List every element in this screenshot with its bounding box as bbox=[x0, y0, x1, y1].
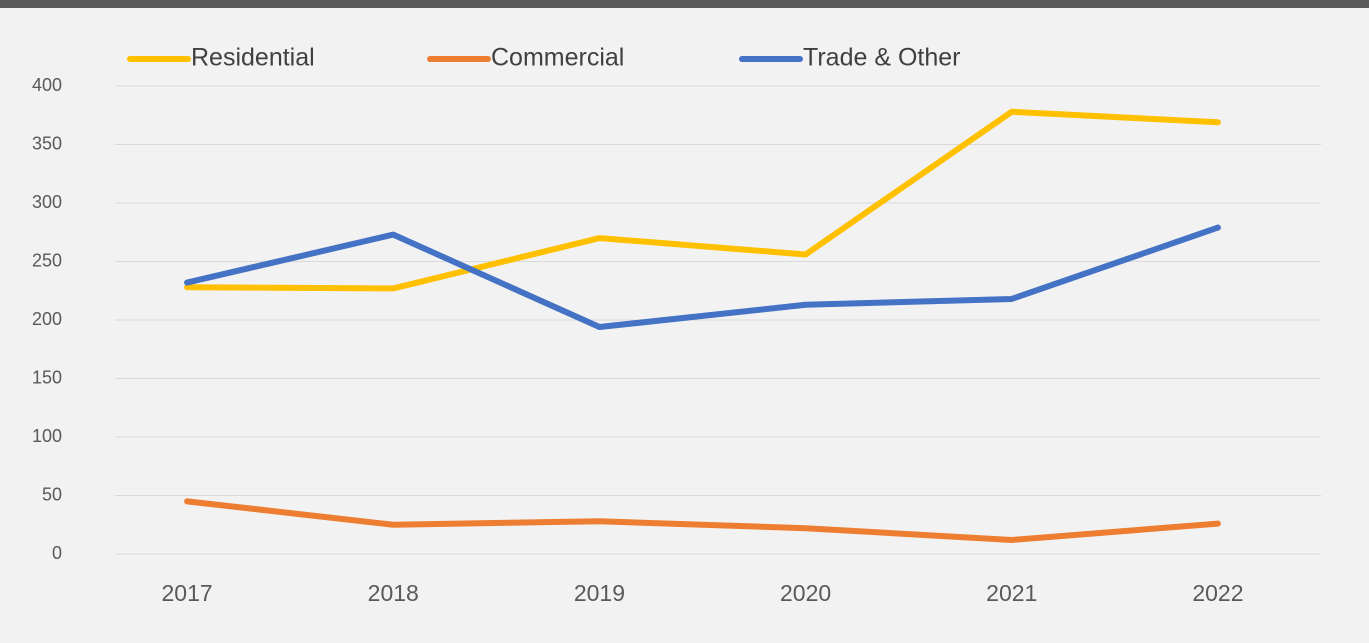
y-tick-label: 400 bbox=[32, 75, 62, 95]
series-line bbox=[184, 498, 1221, 543]
x-tick-label: 2017 bbox=[161, 580, 212, 606]
y-tick-label: 50 bbox=[42, 484, 62, 504]
y-tick-label: 100 bbox=[32, 426, 62, 446]
y-tick-label: 200 bbox=[32, 309, 62, 329]
y-tick-label: 0 bbox=[52, 543, 62, 563]
y-tick-label: 300 bbox=[32, 192, 62, 212]
legend-label: Trade & Other bbox=[803, 44, 960, 72]
legend-label: Residential bbox=[191, 44, 315, 72]
series-line bbox=[184, 108, 1221, 292]
x-tick-label: 2022 bbox=[1192, 580, 1243, 606]
y-tick-label: 250 bbox=[32, 250, 62, 270]
x-tick-label: 2021 bbox=[986, 580, 1037, 606]
x-tick-label: 2018 bbox=[368, 580, 419, 606]
y-tick-label: 150 bbox=[32, 367, 62, 387]
series-line bbox=[184, 224, 1221, 331]
legend-label: Commercial bbox=[491, 44, 624, 72]
x-tick-label: 2020 bbox=[780, 580, 831, 606]
x-tick-label: 2019 bbox=[574, 580, 625, 606]
top-bar bbox=[0, 0, 1369, 8]
y-tick-label: 350 bbox=[32, 133, 62, 153]
